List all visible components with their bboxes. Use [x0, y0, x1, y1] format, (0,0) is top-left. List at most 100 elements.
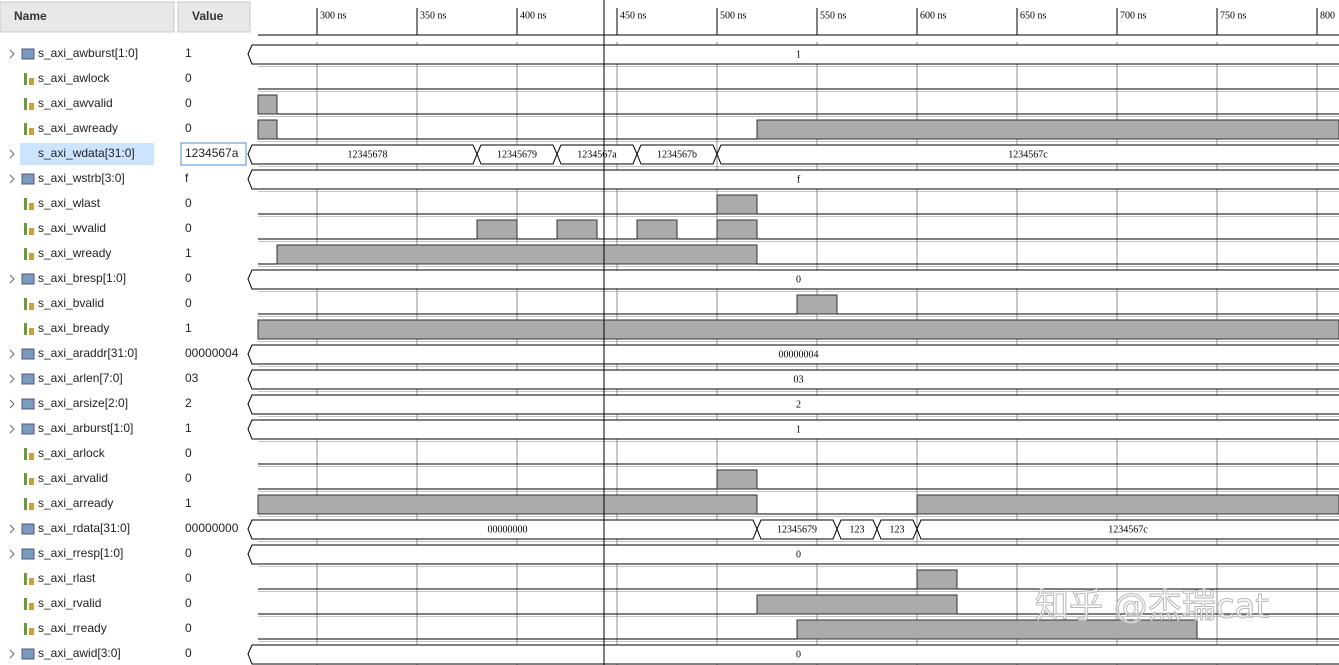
signal-name[interactable]: s_axi_awburst[1:0]	[38, 46, 138, 60]
signal-value: 0	[185, 271, 192, 285]
bit-icon	[24, 198, 27, 210]
signal-value: 0	[185, 96, 192, 110]
signal-name[interactable]: s_axi_awlock	[38, 71, 110, 85]
bus-label: 12345678	[348, 149, 388, 160]
signal-name[interactable]: s_axi_arlock	[38, 446, 106, 460]
signal-name[interactable]: s_axi_arsize[2:0]	[38, 396, 128, 410]
bit-icon	[24, 623, 27, 635]
value-header[interactable]	[177, 1, 251, 33]
bit-icon	[29, 453, 34, 460]
bus-icon	[21, 398, 35, 410]
watermark: 知乎 @杰瑞cat	[1035, 587, 1269, 627]
signal-value: 0	[185, 71, 192, 85]
signal-name[interactable]: s_axi_rvalid	[38, 596, 101, 610]
bit-icon	[24, 298, 27, 310]
signal-name[interactable]: s_axi_bresp[1:0]	[38, 271, 126, 285]
bit-icon	[24, 323, 27, 335]
signal-value: 0	[185, 646, 192, 660]
bit-icon	[29, 328, 34, 335]
high-pulse	[556, 219, 598, 240]
expand-arrow[interactable]	[9, 49, 15, 59]
bus-segment	[247, 344, 1339, 365]
signal-value: f	[185, 171, 189, 185]
expand-arrow[interactable]	[9, 374, 15, 384]
tick-label: 500 ns	[720, 10, 747, 21]
signal-value: 0	[185, 446, 192, 460]
signal-name[interactable]: s_axi_araddr[31:0]	[38, 346, 137, 360]
signal-name[interactable]: s_axi_rready	[38, 621, 107, 635]
tick-label: 700 ns	[1120, 10, 1147, 21]
expand-arrow[interactable]	[9, 549, 15, 559]
signal-value: 1	[185, 496, 192, 510]
signal-name[interactable]: s_axi_bready	[38, 321, 109, 335]
bus-label: 0	[796, 274, 801, 285]
signal-name[interactable]: s_axi_awready	[38, 121, 118, 135]
high-pulse	[257, 319, 1339, 340]
expand-arrow[interactable]	[9, 649, 15, 659]
high-pulse	[257, 494, 758, 515]
selected-value	[180, 142, 247, 166]
expand-arrow[interactable]	[9, 349, 15, 359]
bit-icon	[24, 473, 27, 485]
bus-label: 1234567c	[1108, 524, 1148, 535]
bus-segment	[247, 269, 1339, 290]
bus-icon	[21, 523, 35, 535]
tick-label: 800	[1320, 10, 1335, 21]
signal-name[interactable]: s_axi_awvalid	[38, 96, 113, 110]
bus-segment	[916, 519, 1339, 540]
bus-label: 03	[794, 374, 804, 385]
bus-label: 12345679	[497, 149, 537, 160]
signal-value: 0	[185, 196, 192, 210]
signal-value: 03	[185, 371, 199, 385]
bus-label: 00000004	[779, 349, 819, 360]
name-header[interactable]	[0, 1, 175, 33]
signal-name[interactable]: s_axi_arlen[7:0]	[38, 371, 123, 385]
expand-arrow[interactable]	[9, 149, 15, 159]
bus-icon	[21, 273, 35, 285]
signal-name[interactable]: s_axi_wready	[38, 246, 111, 260]
signal-name[interactable]: s_axi_arready	[38, 496, 113, 510]
tick-label: 350 ns	[420, 10, 447, 21]
selected-name	[20, 143, 154, 165]
signal-value: 00000004	[185, 346, 239, 360]
signal-value: 0	[185, 621, 192, 635]
bit-icon	[24, 573, 27, 585]
signal-name[interactable]: s_axi_wvalid	[38, 221, 106, 235]
bus-icon	[21, 48, 35, 60]
signal-name[interactable]: s_axi_wdata[31:0]	[38, 146, 135, 160]
bus-icon	[21, 423, 35, 435]
bit-icon	[29, 128, 34, 135]
bit-icon	[29, 253, 34, 260]
bus-label: f	[797, 174, 801, 185]
high-pulse	[476, 219, 518, 240]
bus-label: 0	[796, 649, 801, 660]
tick-label: 300 ns	[320, 10, 347, 21]
bus-label: 1234567a	[577, 149, 617, 160]
bus-segment	[247, 44, 1339, 65]
signal-name[interactable]: s_axi_arburst[1:0]	[38, 421, 133, 435]
signal-name[interactable]: s_axi_wlast	[38, 196, 101, 210]
signal-name[interactable]: s_axi_bvalid	[38, 296, 104, 310]
signal-value: 0	[185, 296, 192, 310]
signal-name[interactable]: s_axi_wstrb[3:0]	[38, 171, 125, 185]
bus-label: 0	[796, 549, 801, 560]
expand-arrow[interactable]	[9, 424, 15, 434]
bus-label: 00000000	[488, 524, 528, 535]
signal-name[interactable]: s_axi_rresp[1:0]	[38, 546, 123, 560]
signal-name[interactable]: s_axi_awid[3:0]	[38, 646, 121, 660]
bit-icon	[29, 203, 34, 210]
bus-segment	[716, 144, 1339, 165]
expand-arrow[interactable]	[9, 399, 15, 409]
high-pulse	[916, 569, 958, 590]
signal-name[interactable]: s_axi_rlast	[38, 571, 96, 585]
signal-name[interactable]: s_axi_arvalid	[38, 471, 108, 485]
signal-name[interactable]: s_axi_rdata[31:0]	[38, 521, 130, 535]
expand-arrow[interactable]	[9, 174, 15, 184]
expand-arrow[interactable]	[9, 274, 15, 284]
expand-arrow[interactable]	[9, 524, 15, 534]
bit-icon	[29, 603, 34, 610]
high-pulse	[716, 194, 758, 215]
signal-value: 0	[185, 471, 192, 485]
high-pulse	[257, 94, 278, 115]
